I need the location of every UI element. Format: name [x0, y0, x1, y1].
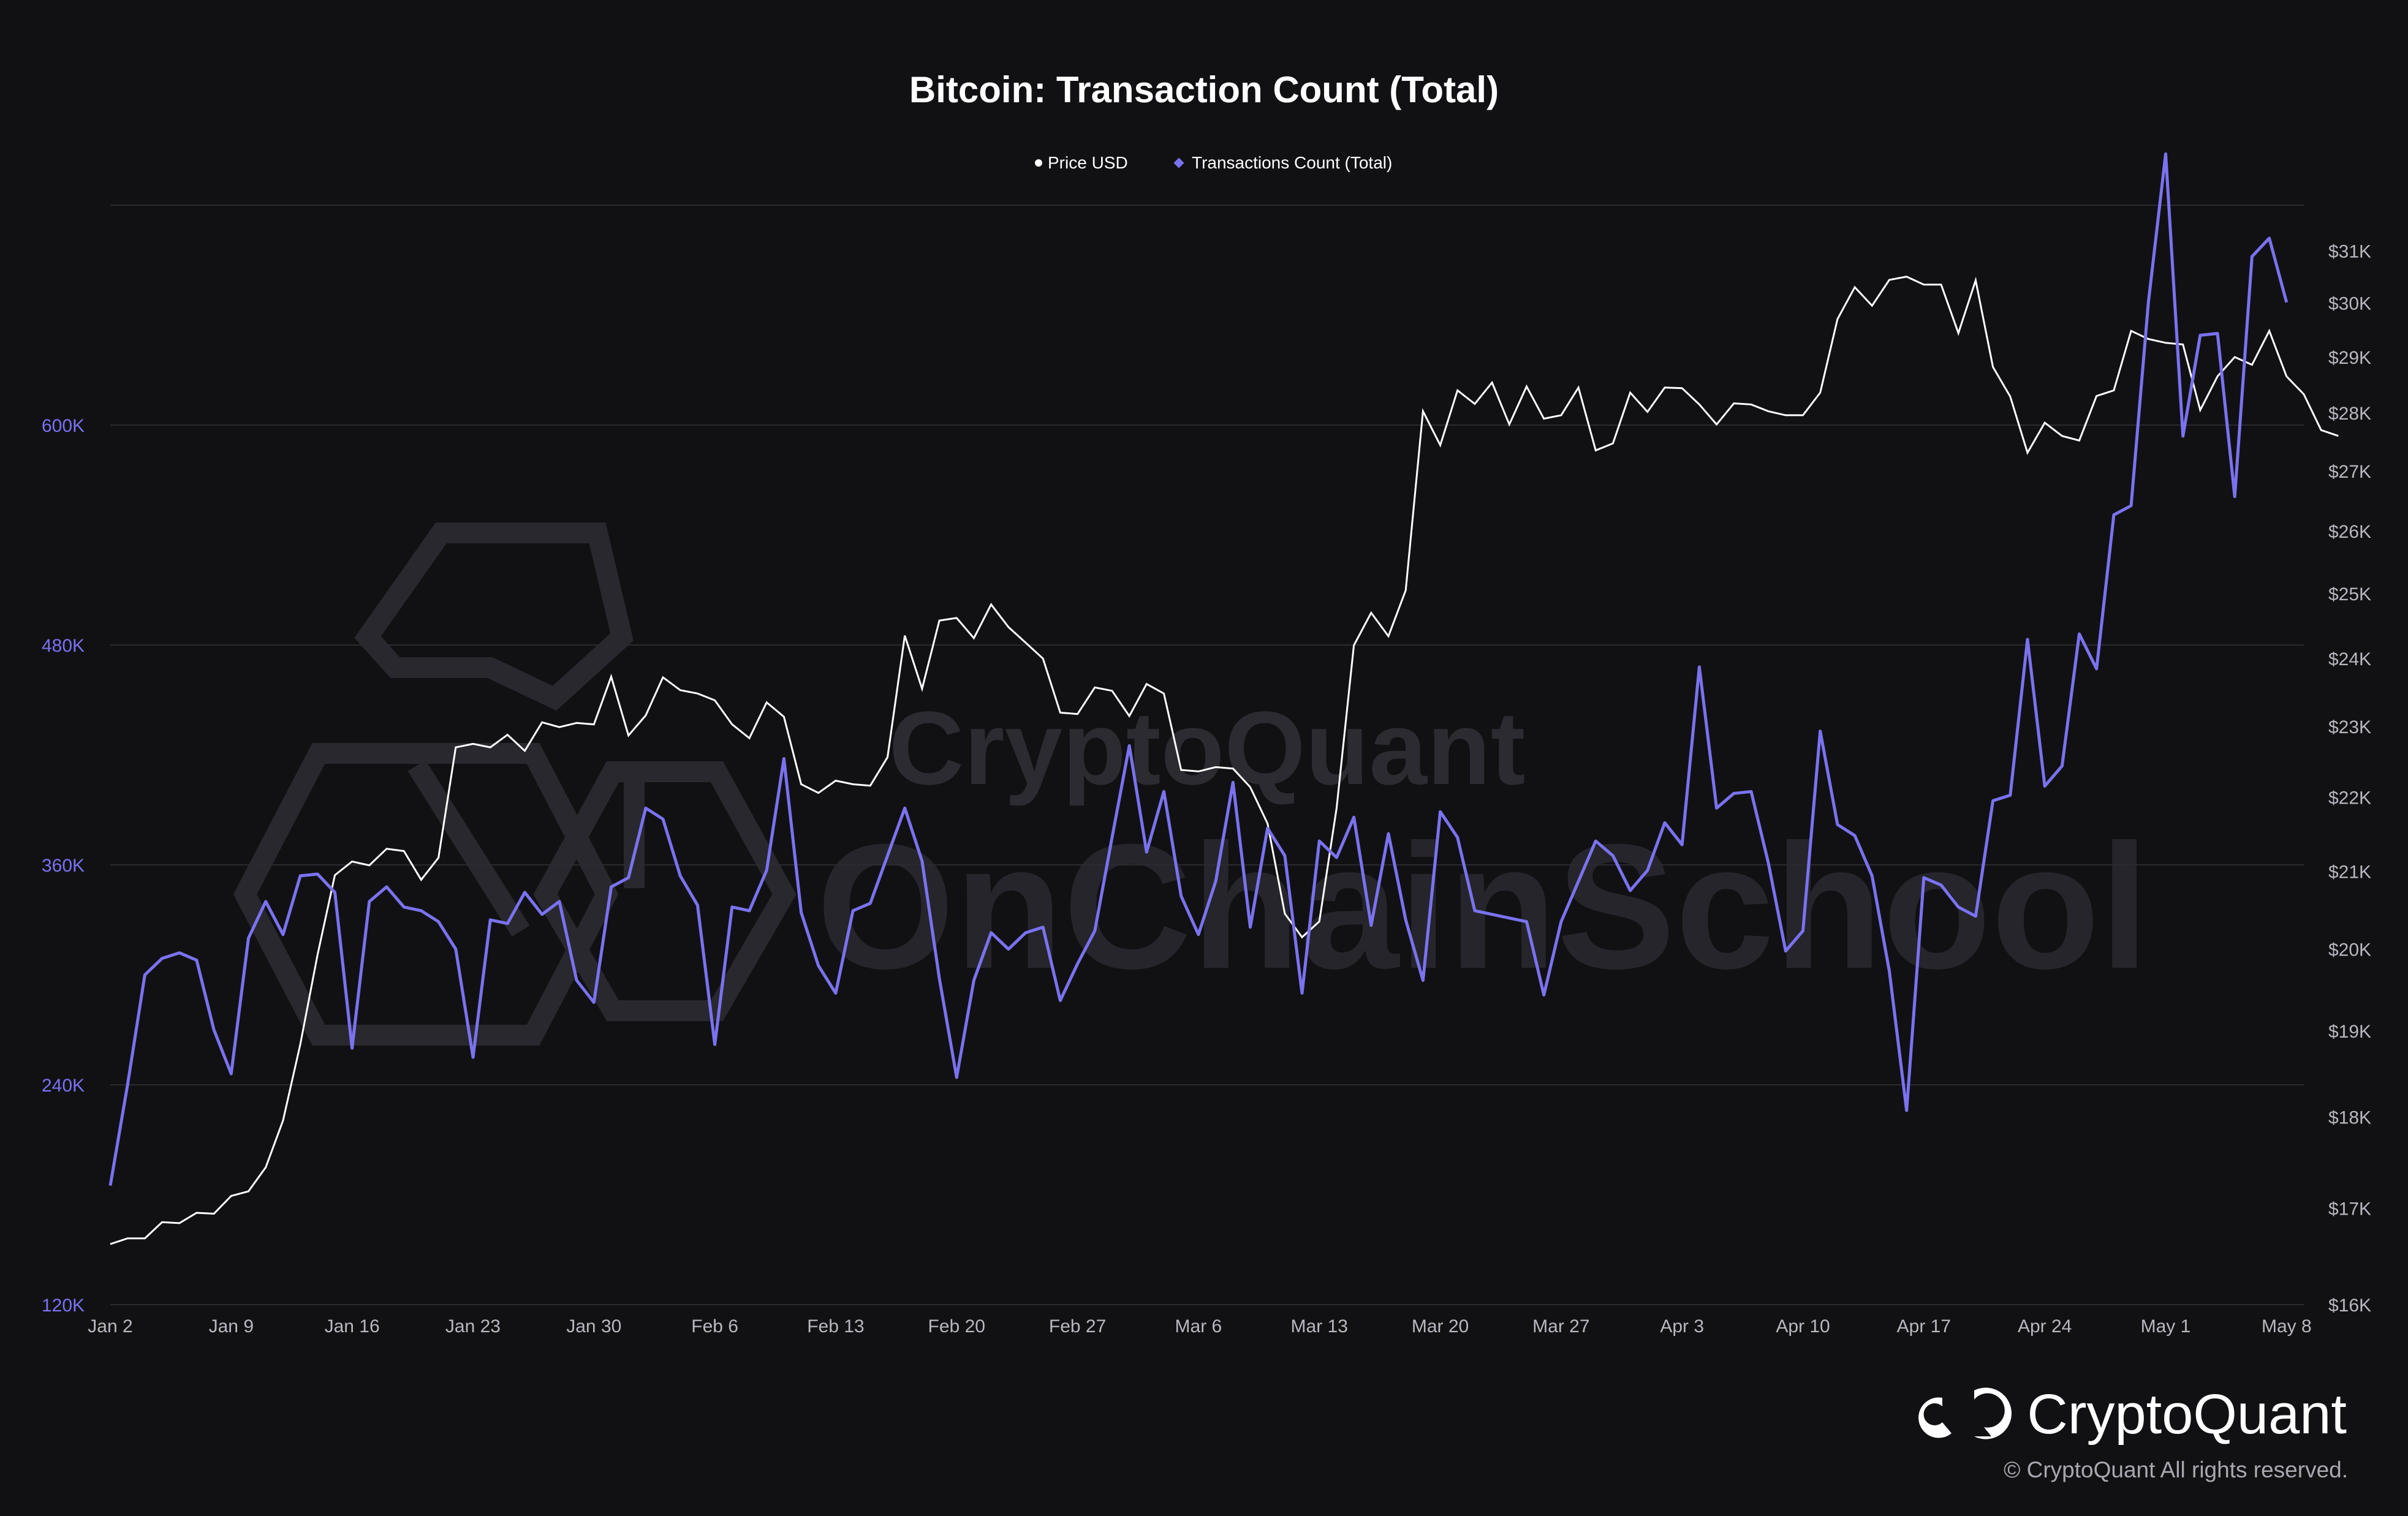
right-axis-tick-label: $28K	[2328, 404, 2371, 424]
right-axis: $16K $17K $18K $19K $20K $21K $22K $23K $24K $25K…	[2328, 241, 2371, 1316]
x-axis: Jan 2 Jan 9 Jan 16 Jan 23 Jan 30 Feb 6 Feb 13 F…	[88, 1316, 2311, 1337]
brand-logo-text: CryptoQuant	[2027, 1383, 2347, 1446]
x-axis-tick-label: Apr 24	[2018, 1316, 2072, 1337]
x-axis-tick-label: Jan 9	[209, 1316, 254, 1337]
left-axis-tick-label: 480K	[42, 636, 85, 656]
x-axis-tick-label: May 1	[2141, 1316, 2191, 1337]
x-axis-tick-label: Jan 16	[325, 1316, 380, 1337]
right-axis-tick-label: $22K	[2328, 788, 2371, 809]
x-axis-tick-label: Mar 13	[1291, 1316, 1348, 1337]
right-axis-tick-label: $27K	[2328, 462, 2371, 482]
x-axis-tick-label: Mar 20	[1412, 1316, 1469, 1337]
left-axis-tick-label: 600K	[42, 416, 85, 436]
series-line-price[interactable]	[110, 276, 2339, 1245]
x-axis-tick-label: Feb 13	[807, 1316, 864, 1337]
right-axis-tick-label: $17K	[2328, 1199, 2371, 1219]
right-axis-tick-label: $30K	[2328, 294, 2371, 314]
legend-item-price[interactable]: Price USD	[1035, 153, 1128, 172]
right-axis-tick-label: $19K	[2328, 1022, 2371, 1042]
copyright-text: © CryptoQuant All rights reserved.	[2004, 1457, 2348, 1482]
left-axis-tick-label: 240K	[42, 1076, 85, 1096]
legend-item-transactions[interactable]: Transactions Count (Total)	[1173, 153, 1393, 172]
x-axis-tick-label: May 8	[2262, 1316, 2312, 1337]
x-axis-tick-label: Jan 2	[88, 1316, 132, 1337]
grid-layer	[110, 205, 2304, 1305]
watermark-text-secondary: OnChainSchool	[817, 807, 2149, 1006]
cryptoquant-logo-icon	[1918, 1387, 2012, 1439]
x-axis-tick-label: Apr 17	[1897, 1316, 1951, 1337]
left-axis-tick-label: 120K	[42, 1295, 85, 1316]
x-axis-tick-label: Mar 27	[1532, 1316, 1589, 1337]
legend-marker-transactions	[1173, 157, 1184, 168]
series-line-transactions[interactable]	[108, 152, 2289, 1186]
x-axis-tick-label: Apr 3	[1660, 1316, 1704, 1337]
x-axis-tick-label: Feb 27	[1049, 1316, 1106, 1337]
x-axis-tick-label: Apr 10	[1776, 1316, 1830, 1337]
x-axis-tick-label: Jan 23	[445, 1316, 501, 1337]
x-axis-tick-label: Mar 6	[1175, 1316, 1222, 1337]
right-axis-tick-label: $29K	[2328, 348, 2371, 368]
right-axis-tick-label: $16K	[2328, 1295, 2371, 1316]
legend: Price USD Transactions Count (Total)	[1035, 153, 1392, 172]
right-axis-tick-label: $23K	[2328, 717, 2371, 737]
left-axis-tick-label: 360K	[42, 856, 85, 876]
right-axis-tick-label: $21K	[2328, 862, 2371, 883]
legend-label-transactions: Transactions Count (Total)	[1192, 153, 1392, 172]
right-axis-tick-label: $18K	[2328, 1108, 2371, 1128]
right-axis-tick-label: $24K	[2328, 649, 2371, 669]
chart-title: Bitcoin: Transaction Count (Total)	[909, 69, 1499, 110]
legend-marker-price	[1035, 159, 1042, 167]
watermark-text-primary: CryptoQuant	[889, 690, 1526, 807]
x-axis-tick-label: Jan 30	[566, 1316, 621, 1337]
watermark-hexagon-icon	[233, 522, 797, 1046]
left-axis: 120K 240K 360K 480K 600K	[42, 416, 85, 1316]
series-layer	[108, 152, 2339, 1245]
right-axis-tick-label: $31K	[2328, 241, 2371, 262]
right-axis-tick-label: $25K	[2328, 584, 2371, 605]
branding: CryptoQuant © CryptoQuant All rights res…	[1918, 1383, 2348, 1482]
right-axis-tick-label: $26K	[2328, 522, 2371, 542]
legend-label-price: Price USD	[1048, 153, 1128, 172]
watermark-layer: CryptoQuant OnChainSchool	[233, 522, 2149, 1046]
x-axis-tick-label: Feb 6	[691, 1316, 738, 1337]
right-axis-tick-label: $20K	[2328, 940, 2371, 960]
x-axis-tick-label: Feb 20	[928, 1316, 985, 1337]
